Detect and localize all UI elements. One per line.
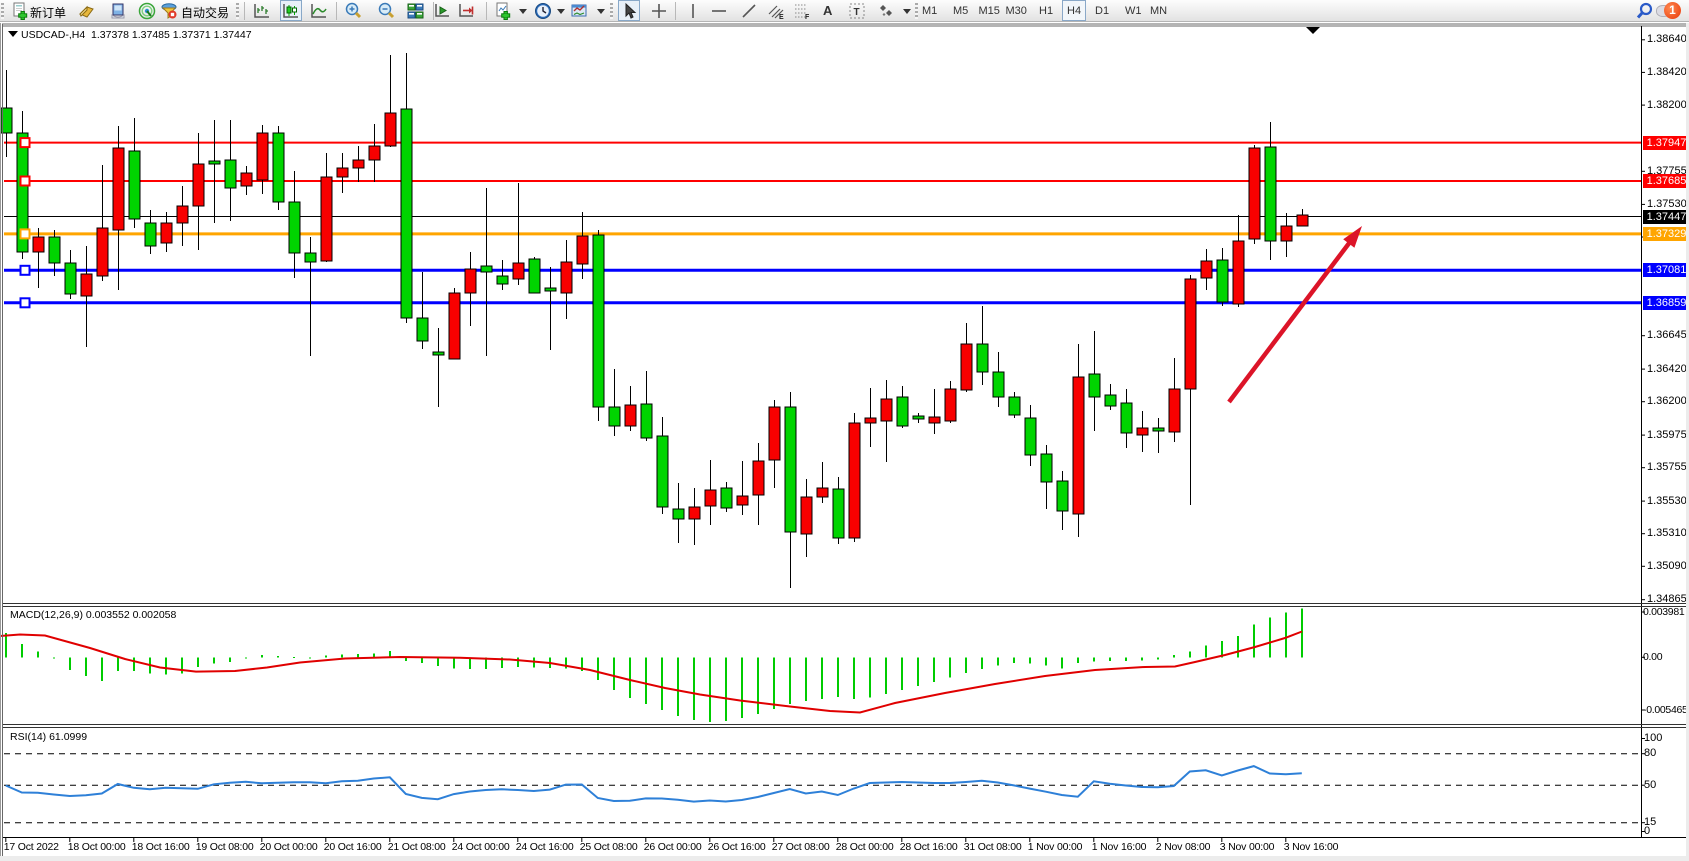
- svg-text:F: F: [805, 14, 810, 20]
- svg-text:T: T: [854, 7, 860, 18]
- svg-text:E: E: [779, 14, 784, 20]
